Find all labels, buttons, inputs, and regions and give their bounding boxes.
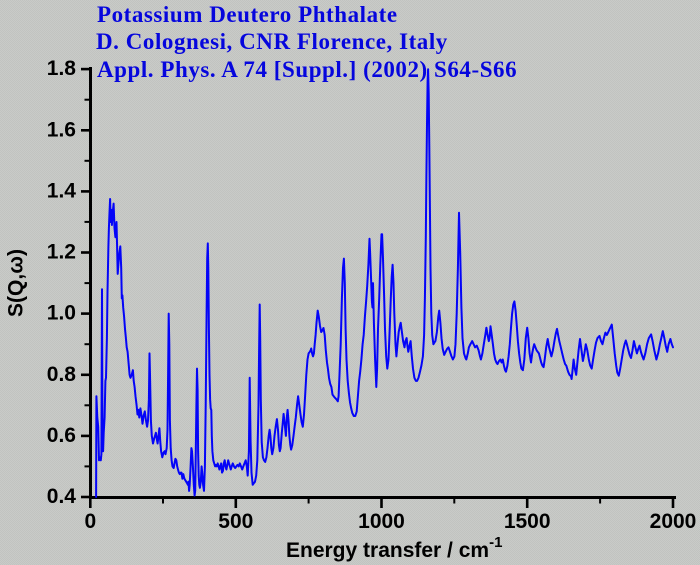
svg-text:1.2: 1.2 (47, 241, 76, 264)
svg-text:1.8: 1.8 (47, 57, 77, 80)
svg-text:0.4: 0.4 (47, 485, 77, 508)
svg-text:0.6: 0.6 (47, 424, 76, 447)
svg-text:1.6: 1.6 (47, 118, 76, 141)
svg-text:1500: 1500 (504, 510, 551, 533)
svg-text:500: 500 (218, 510, 253, 533)
svg-text:Appl. Phys. A 74 [Suppl.] (200: Appl. Phys. A 74 [Suppl.] (2002) S64-S66 (97, 57, 517, 82)
svg-text:0.8: 0.8 (47, 363, 77, 386)
svg-text:1.4: 1.4 (47, 180, 77, 203)
svg-text:1000: 1000 (358, 510, 405, 533)
svg-text:2000: 2000 (650, 510, 697, 533)
svg-text:1.0: 1.0 (47, 302, 76, 325)
svg-text:Energy transfer / cm-1: Energy transfer / cm-1 (286, 534, 502, 562)
svg-text:D. Colognesi, CNR Florence, It: D. Colognesi, CNR Florence, Italy (96, 29, 448, 54)
svg-text:Potassium Deutero Phthalate: Potassium Deutero Phthalate (97, 2, 398, 27)
svg-text:S(Q,ω): S(Q,ω) (5, 249, 28, 317)
svg-text:0: 0 (84, 510, 96, 533)
